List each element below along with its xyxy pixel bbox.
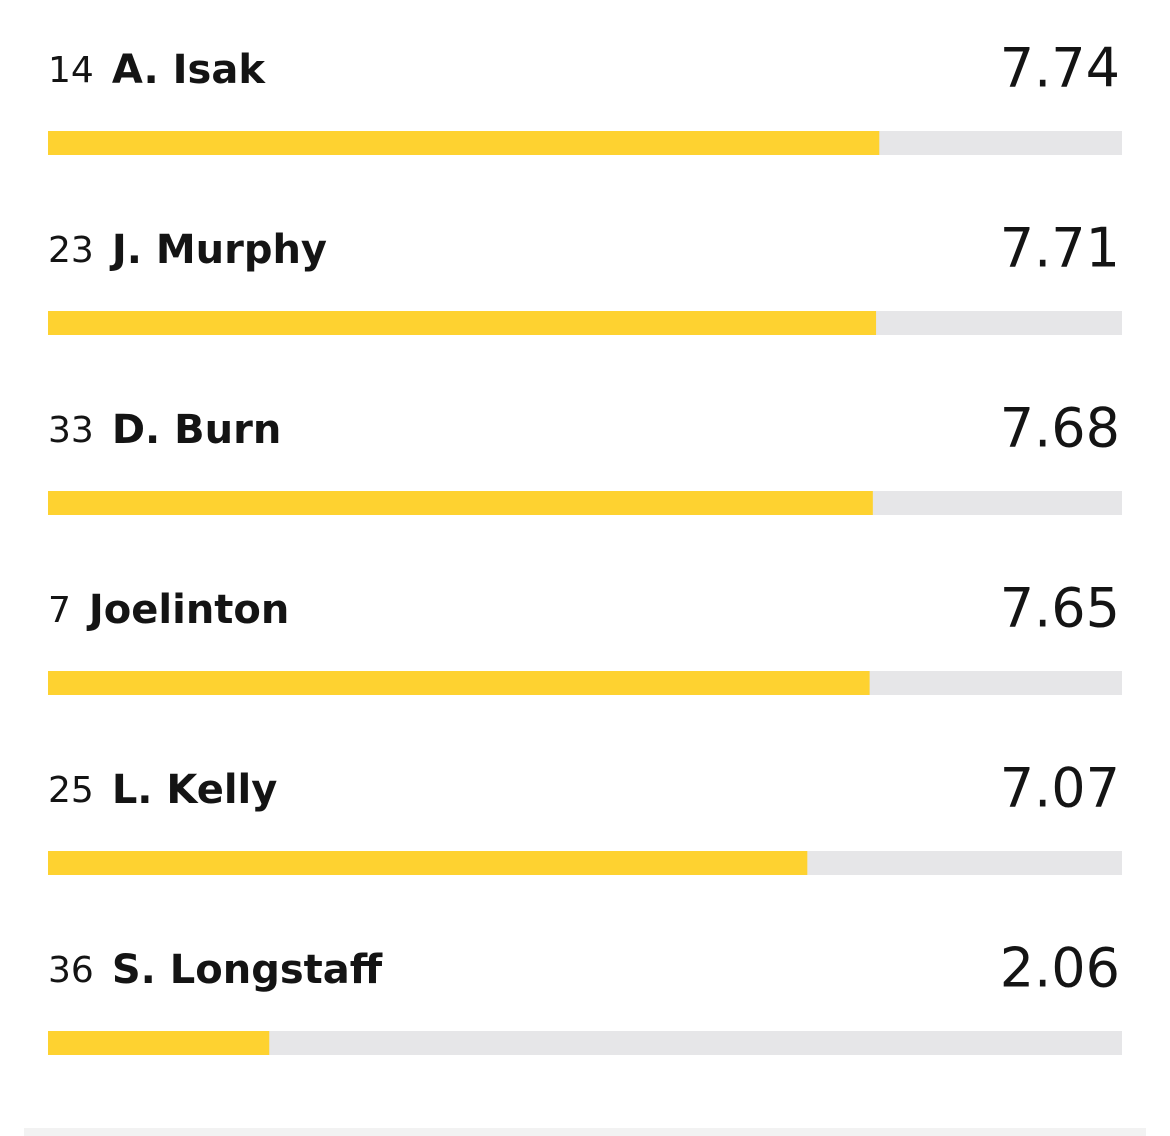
rating-bar (48, 671, 870, 695)
rating-value: 7.07 (1000, 757, 1120, 820)
rating-bar (48, 851, 808, 875)
shirt-number: 14 (48, 50, 94, 91)
rating-bar (48, 1031, 270, 1055)
shirt-number: 33 (48, 410, 94, 451)
rating-value: 2.06 (1000, 937, 1120, 1000)
rating-bar (48, 311, 877, 335)
rating-value: 7.74 (1000, 37, 1120, 100)
rating-bar (48, 491, 873, 515)
player-name: J. Murphy (109, 227, 327, 273)
player-name: D. Burn (112, 407, 282, 453)
rating-bar (48, 131, 880, 155)
player-name: S. Longstaff (112, 947, 383, 993)
shirt-number: 36 (48, 950, 94, 991)
shirt-number: 7 (48, 590, 71, 631)
shirt-number: 25 (48, 770, 94, 811)
rating-value: 7.68 (1000, 397, 1120, 460)
player-name: L. Kelly (112, 767, 278, 813)
player-name: Joelinton (86, 587, 289, 633)
footer-strip (24, 1128, 1146, 1136)
shirt-number: 23 (48, 230, 94, 271)
rating-value: 7.65 (1000, 577, 1120, 640)
rating-value: 7.71 (1000, 217, 1120, 280)
player-name: A. Isak (112, 47, 267, 93)
